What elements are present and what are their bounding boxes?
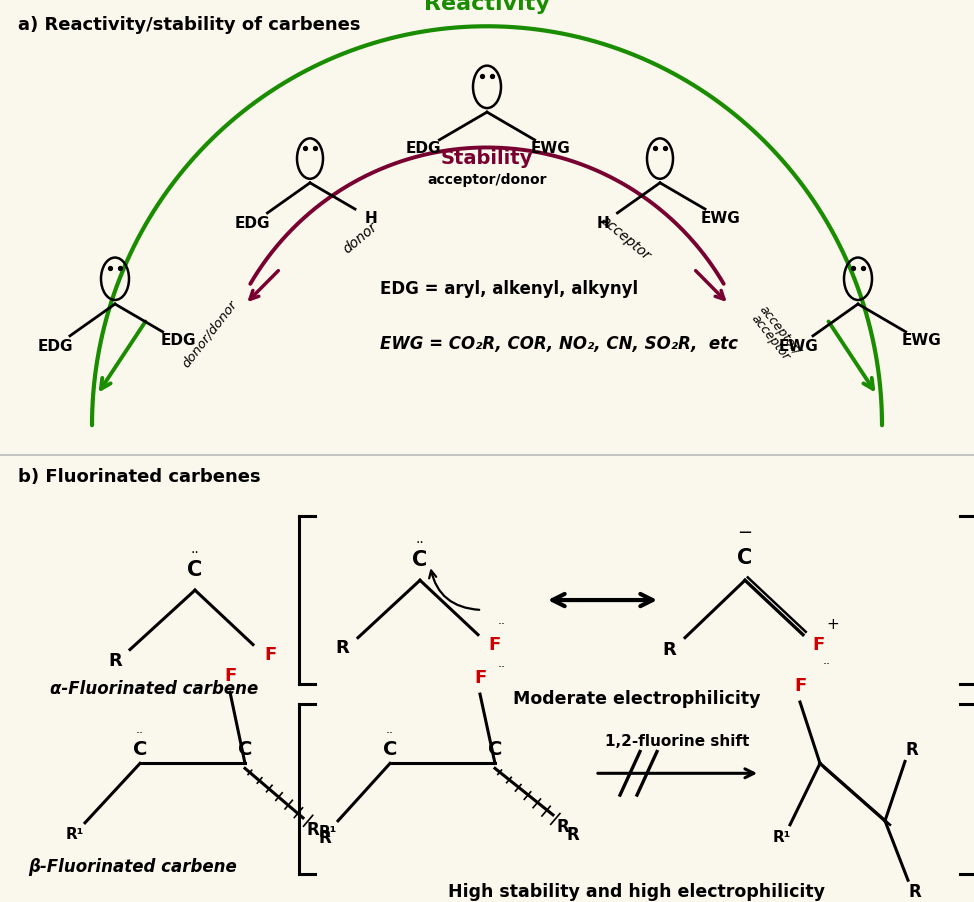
Text: C: C	[238, 740, 252, 759]
Text: F: F	[794, 677, 806, 695]
Text: ··: ··	[386, 727, 394, 741]
Text: +: +	[827, 617, 840, 632]
Text: EDG: EDG	[161, 334, 196, 348]
Text: EWG: EWG	[778, 339, 818, 354]
Text: C: C	[132, 740, 147, 759]
Text: EDG = aryl, alkenyl, alkynyl: EDG = aryl, alkenyl, alkynyl	[380, 280, 638, 298]
Text: High stability and high electrophilicity: High stability and high electrophilicity	[448, 883, 826, 901]
Text: ··: ··	[498, 661, 506, 674]
Text: β-Fluorinated carbene: β-Fluorinated carbene	[28, 859, 237, 877]
Text: acceptor/donor: acceptor/donor	[428, 172, 546, 187]
Text: −: −	[737, 524, 753, 542]
Text: C: C	[737, 548, 753, 568]
Text: donor/donor: donor/donor	[180, 299, 241, 371]
Text: donor: donor	[340, 220, 380, 257]
Text: F: F	[488, 636, 500, 654]
Text: EWG: EWG	[531, 142, 570, 156]
Text: R¹: R¹	[66, 827, 84, 842]
Text: C: C	[488, 740, 503, 759]
Text: b) Fluorinated carbenes: b) Fluorinated carbenes	[18, 468, 261, 486]
Text: ··: ··	[823, 658, 831, 671]
Text: R: R	[567, 825, 580, 843]
Text: EWG: EWG	[901, 334, 941, 348]
Text: C: C	[187, 560, 203, 580]
Text: C: C	[383, 740, 397, 759]
Text: Stability: Stability	[441, 149, 533, 168]
Text: Moderate electrophilicity: Moderate electrophilicity	[513, 690, 761, 708]
Text: ··: ··	[136, 727, 144, 741]
Text: α-Fluorinated carbene: α-Fluorinated carbene	[50, 680, 258, 698]
Text: F: F	[474, 669, 486, 687]
Text: R: R	[318, 829, 331, 847]
Text: ··: ··	[416, 536, 425, 549]
Text: F: F	[264, 646, 276, 664]
Text: R: R	[108, 652, 122, 670]
Text: acceptor: acceptor	[597, 214, 653, 263]
Text: EWG: EWG	[700, 211, 740, 226]
Text: ··: ··	[498, 618, 506, 631]
Text: H: H	[596, 216, 609, 231]
Text: ··: ··	[191, 546, 200, 559]
Text: a) Reactivity/stability of carbenes: a) Reactivity/stability of carbenes	[18, 16, 360, 34]
Text: R: R	[556, 818, 570, 836]
Text: 1,2-fluorine shift: 1,2-fluorine shift	[605, 733, 750, 749]
Text: acceptor/
acceptor: acceptor/ acceptor	[747, 303, 803, 365]
Text: EDG: EDG	[235, 216, 271, 231]
Text: EDG: EDG	[37, 339, 73, 354]
Text: EDG: EDG	[406, 142, 441, 156]
Text: R: R	[906, 741, 918, 759]
Text: Reactivity: Reactivity	[424, 0, 550, 14]
Text: F: F	[813, 636, 825, 654]
Text: F: F	[224, 667, 236, 686]
Text: R: R	[909, 883, 921, 901]
Text: R¹: R¹	[318, 825, 337, 840]
Text: EWG = CO₂R, COR, NO₂, CN, SO₂R,  etc: EWG = CO₂R, COR, NO₂, CN, SO₂R, etc	[380, 336, 738, 354]
Text: R: R	[307, 821, 319, 839]
Text: R: R	[335, 639, 349, 657]
Text: R¹: R¹	[772, 830, 791, 845]
Text: H: H	[364, 211, 377, 226]
Text: C: C	[412, 550, 428, 570]
Text: R: R	[662, 640, 676, 658]
